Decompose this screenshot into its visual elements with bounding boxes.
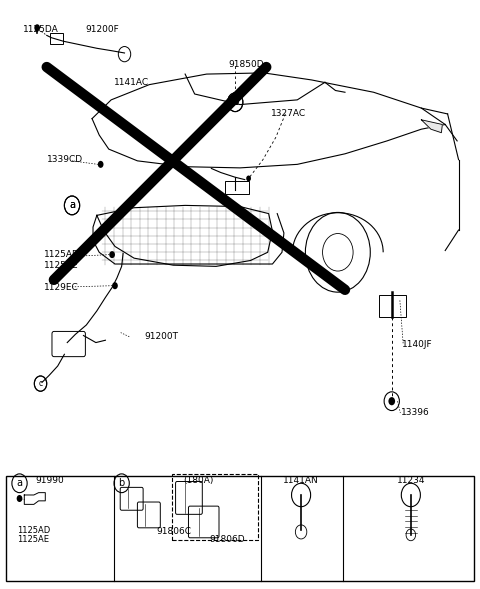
Text: 1125AD: 1125AD <box>44 250 80 259</box>
Text: a: a <box>16 478 23 488</box>
Text: 1141AN: 1141AN <box>283 476 319 485</box>
Circle shape <box>246 176 251 181</box>
Bar <box>172 474 258 540</box>
Bar <box>50 33 63 44</box>
Circle shape <box>17 495 23 502</box>
Text: a: a <box>69 200 75 210</box>
Text: 91850D: 91850D <box>228 60 264 69</box>
Circle shape <box>112 282 118 289</box>
Text: 1140JF: 1140JF <box>402 340 433 349</box>
Circle shape <box>388 397 395 405</box>
Text: a: a <box>69 200 75 210</box>
Polygon shape <box>421 120 443 133</box>
Text: 91990: 91990 <box>36 476 64 485</box>
Text: 11234: 11234 <box>396 476 425 485</box>
Text: 1125AD: 1125AD <box>17 526 50 535</box>
Bar <box>379 294 406 317</box>
Text: 1141AC: 1141AC <box>114 78 149 87</box>
Text: 1327AC: 1327AC <box>271 110 306 118</box>
Text: 1125AE: 1125AE <box>17 535 48 544</box>
Text: 1125DA: 1125DA <box>23 25 59 34</box>
Text: (180A): (180A) <box>184 476 214 485</box>
Text: 1129EC: 1129EC <box>44 283 79 292</box>
Bar <box>6 477 474 581</box>
Text: c: c <box>38 379 43 388</box>
Circle shape <box>34 24 40 31</box>
Circle shape <box>98 161 104 168</box>
Text: 1339CD: 1339CD <box>47 155 83 164</box>
Text: b: b <box>119 478 125 488</box>
Circle shape <box>109 251 115 258</box>
Text: 91806C: 91806C <box>156 527 192 536</box>
Text: b: b <box>232 97 239 107</box>
Text: 13396: 13396 <box>401 408 430 418</box>
Bar <box>225 181 249 194</box>
Text: 91806D: 91806D <box>209 535 245 544</box>
Text: 91200T: 91200T <box>144 332 179 341</box>
Text: b: b <box>232 97 239 107</box>
Text: 1125AE: 1125AE <box>44 261 79 270</box>
Text: 91200F: 91200F <box>85 25 119 34</box>
